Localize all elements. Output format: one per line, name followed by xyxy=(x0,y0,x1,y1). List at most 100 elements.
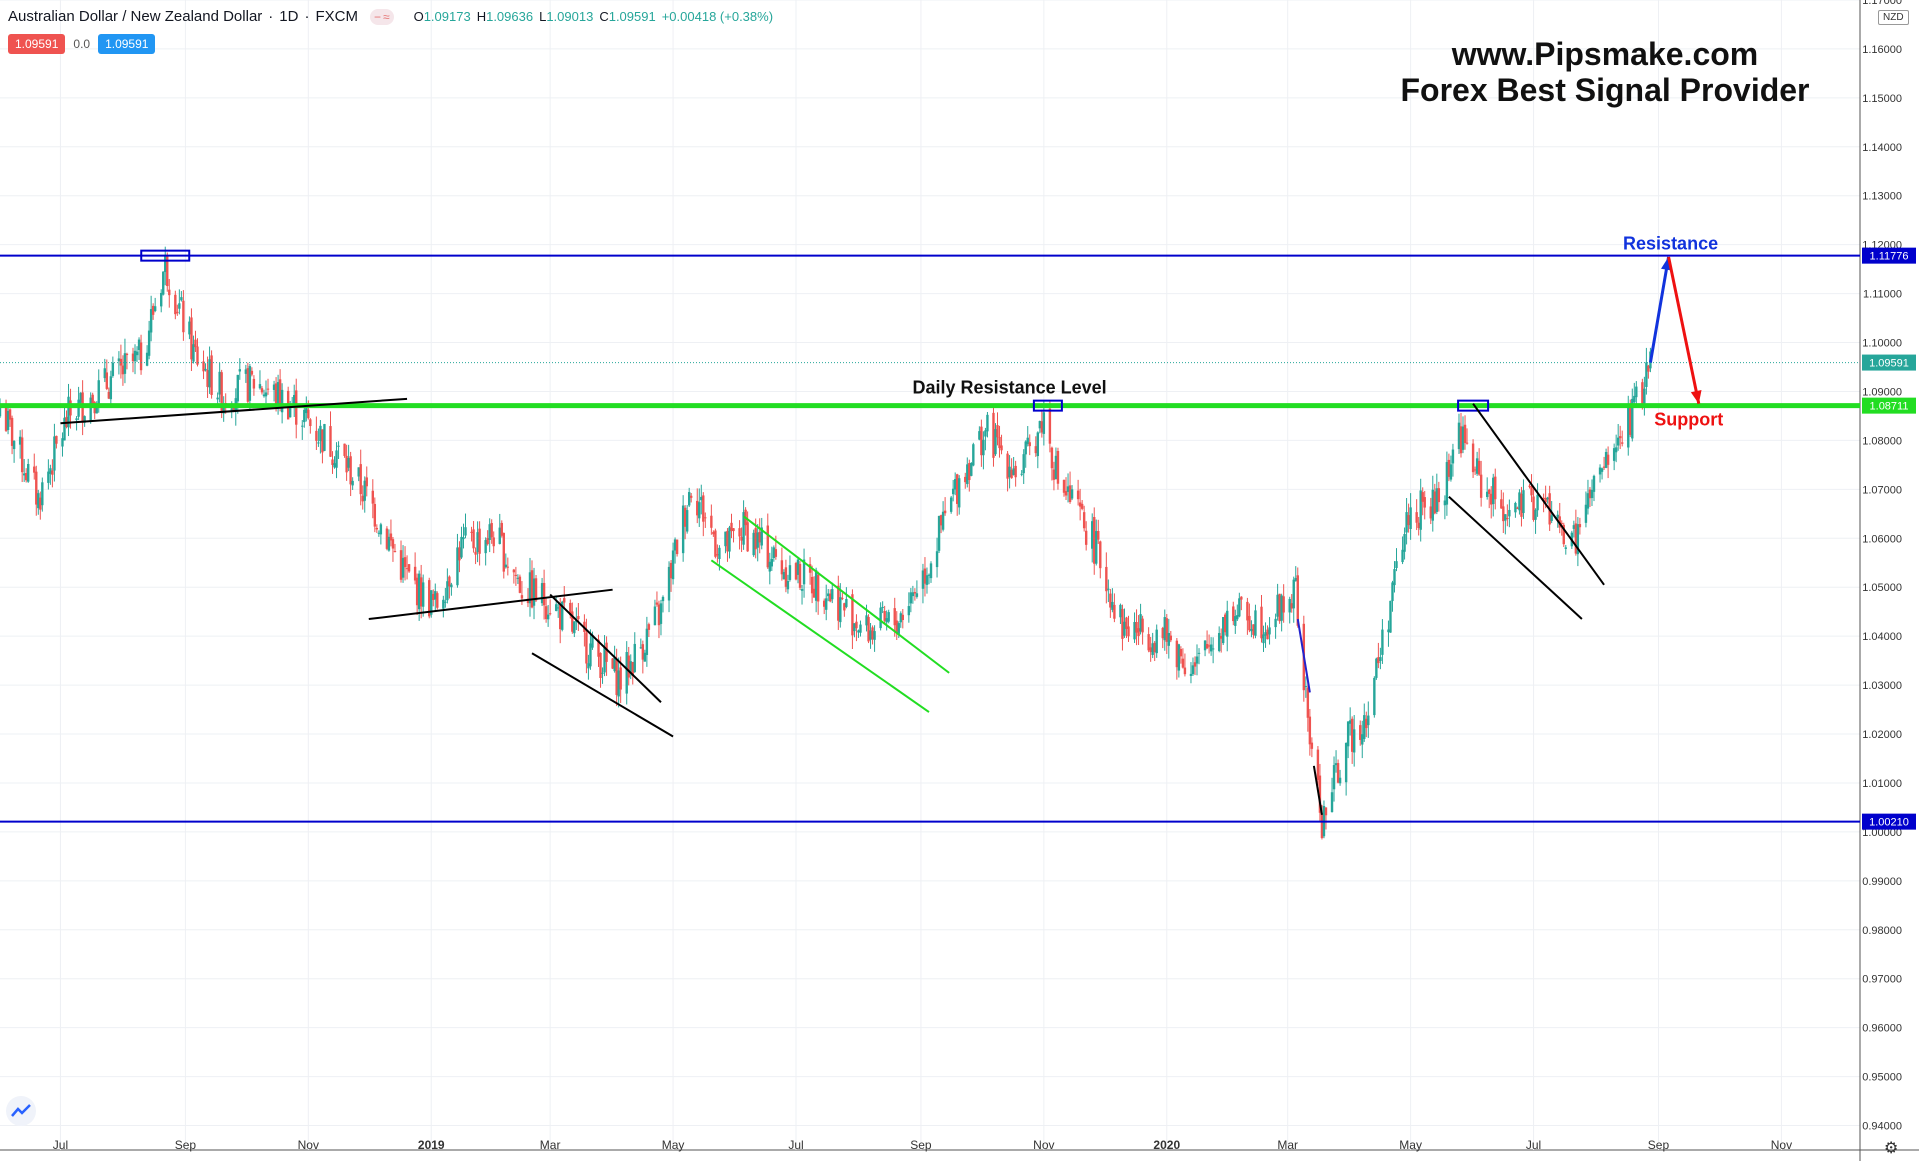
candle-body xyxy=(1232,606,1235,622)
candle-body xyxy=(1296,575,1299,626)
candle-body xyxy=(1375,658,1378,678)
candle-body xyxy=(1485,491,1489,497)
candle-body xyxy=(641,644,645,660)
candle-body xyxy=(829,593,832,602)
candle-body xyxy=(1082,512,1086,529)
candle-body xyxy=(1463,424,1467,444)
candle-body xyxy=(107,391,111,399)
interval-label[interactable]: 1D xyxy=(279,8,299,25)
candle-body xyxy=(307,409,310,419)
candle-body xyxy=(554,604,558,611)
candle-body xyxy=(1000,445,1003,451)
y-tick-label: 1.09000 xyxy=(1862,386,1902,398)
candle-body xyxy=(1095,531,1098,564)
buy-button[interactable]: 1.09591 xyxy=(98,34,156,54)
candle-body xyxy=(685,510,689,532)
candle-body xyxy=(1207,645,1211,647)
watermark-line1: www.Pipsmake.com xyxy=(1451,36,1759,72)
tradingview-logo-icon[interactable] xyxy=(6,1096,36,1126)
candle-body xyxy=(923,568,927,584)
candle-body xyxy=(1209,644,1213,652)
candle-body xyxy=(754,528,757,550)
candle-body xyxy=(301,425,304,427)
candle-body xyxy=(196,346,199,365)
y-tick-label: 1.06000 xyxy=(1862,533,1902,545)
candle-body xyxy=(476,532,479,552)
candle-body xyxy=(1036,432,1040,457)
candle-body xyxy=(629,661,632,674)
indicator-toggle-icon[interactable]: − ≈ xyxy=(369,8,394,25)
candle-body xyxy=(673,539,677,551)
candle-body xyxy=(1113,604,1116,619)
candle-body xyxy=(949,497,953,512)
candle-body xyxy=(218,371,221,395)
candle-body xyxy=(726,530,729,552)
candle-body xyxy=(683,507,687,527)
candle-body xyxy=(1197,652,1201,654)
candle-body xyxy=(1183,667,1187,675)
candle-body xyxy=(117,358,121,362)
candle-body xyxy=(1064,491,1068,496)
sell-button[interactable]: 1.09591 xyxy=(8,34,66,54)
candle-body xyxy=(222,403,225,414)
candle-body xyxy=(357,467,360,477)
candle-body xyxy=(1518,492,1521,511)
candle-body xyxy=(1465,442,1469,444)
candle-body xyxy=(280,389,284,413)
candle-body xyxy=(137,339,141,351)
candle-body xyxy=(1516,507,1519,509)
candle-body xyxy=(859,624,862,633)
candle-body xyxy=(1292,579,1295,609)
candle-body xyxy=(337,445,340,447)
candle-body xyxy=(1107,588,1110,590)
candle-body xyxy=(1193,662,1197,667)
candle-body xyxy=(1598,467,1602,475)
candle-body xyxy=(1633,395,1636,403)
candle-body xyxy=(502,532,505,572)
candle-body xyxy=(1407,515,1410,526)
candle-body xyxy=(653,606,657,626)
candle-body xyxy=(490,523,493,538)
candle-body xyxy=(33,466,36,473)
candle-body xyxy=(188,321,191,335)
candle-body xyxy=(1423,497,1426,508)
candle-body xyxy=(1137,628,1140,637)
candle-body xyxy=(202,361,205,372)
candle-body xyxy=(1488,489,1491,494)
candle-body xyxy=(182,300,185,333)
candle-body xyxy=(516,577,520,579)
candle-body xyxy=(216,397,219,400)
candle-body xyxy=(1435,488,1439,512)
candle-body xyxy=(274,383,278,405)
candle-body xyxy=(909,592,913,604)
candle-body xyxy=(927,574,931,576)
candle-body xyxy=(518,576,522,593)
candle-body xyxy=(998,436,1001,449)
candle-body xyxy=(1276,594,1279,617)
candle-body xyxy=(546,614,550,620)
candle-body xyxy=(97,380,100,408)
candle-body xyxy=(1153,642,1156,653)
candle-body xyxy=(986,414,989,432)
candle-body xyxy=(841,597,844,599)
candle-body xyxy=(75,418,78,421)
trendline-support-2018 xyxy=(60,397,408,425)
candle-body xyxy=(1612,448,1616,461)
settings-gear-icon[interactable]: ⚙ xyxy=(1884,1140,1899,1157)
candle-body xyxy=(1181,658,1185,668)
candle-body xyxy=(448,576,451,587)
candle-body xyxy=(1109,593,1112,608)
candle-body xyxy=(718,547,721,559)
symbol-name[interactable]: Australian Dollar / New Zealand Dollar xyxy=(8,8,263,25)
candle-body xyxy=(1050,447,1054,469)
candle-body xyxy=(671,550,675,580)
resistance-price-tag-bg xyxy=(1862,247,1916,264)
channel-lower-2019 xyxy=(710,559,930,713)
candle-body xyxy=(559,605,562,630)
candle-body xyxy=(1520,493,1523,517)
x-tick-label: Jul xyxy=(788,1138,803,1152)
candle-body xyxy=(61,438,64,447)
candle-body xyxy=(160,292,163,307)
candle-body xyxy=(343,443,346,456)
